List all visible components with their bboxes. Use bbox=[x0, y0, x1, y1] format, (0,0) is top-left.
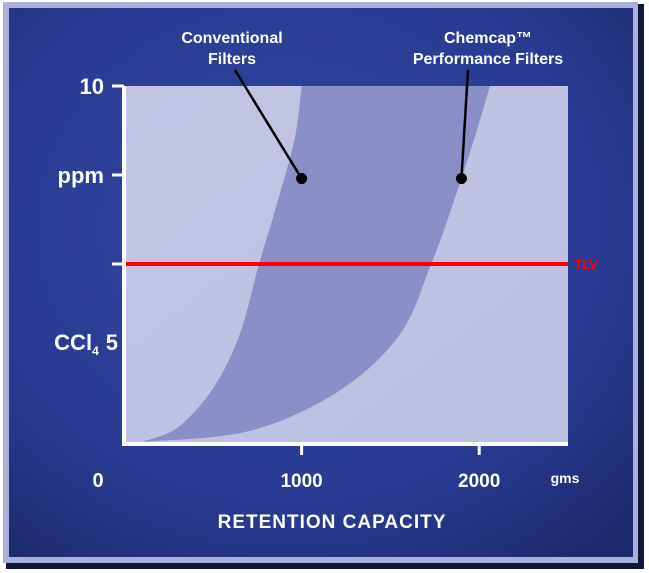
y-axis-label: CCl4 5 bbox=[54, 330, 118, 358]
callout-dot bbox=[455, 173, 467, 185]
y-tick-label: ppm bbox=[58, 163, 104, 188]
x-unit-label: gms bbox=[551, 470, 580, 486]
y-tick-label: 10 bbox=[80, 74, 104, 99]
series-label-conventional: Conventional Filters bbox=[181, 30, 282, 68]
callout-leader-line bbox=[233, 69, 303, 180]
x-axis-title: RETENTION CAPACITY bbox=[218, 512, 447, 533]
tlv-label: TLV bbox=[574, 257, 598, 272]
x-origin-label: 0 bbox=[92, 470, 103, 492]
x-tick-label: 2000 bbox=[458, 471, 500, 492]
series-label-chemcap: Chemcap™ Performance Filters bbox=[413, 30, 563, 68]
callout-leader-line bbox=[460, 69, 470, 179]
callout-dot bbox=[296, 173, 308, 185]
x-tick-label: 1000 bbox=[280, 471, 322, 492]
